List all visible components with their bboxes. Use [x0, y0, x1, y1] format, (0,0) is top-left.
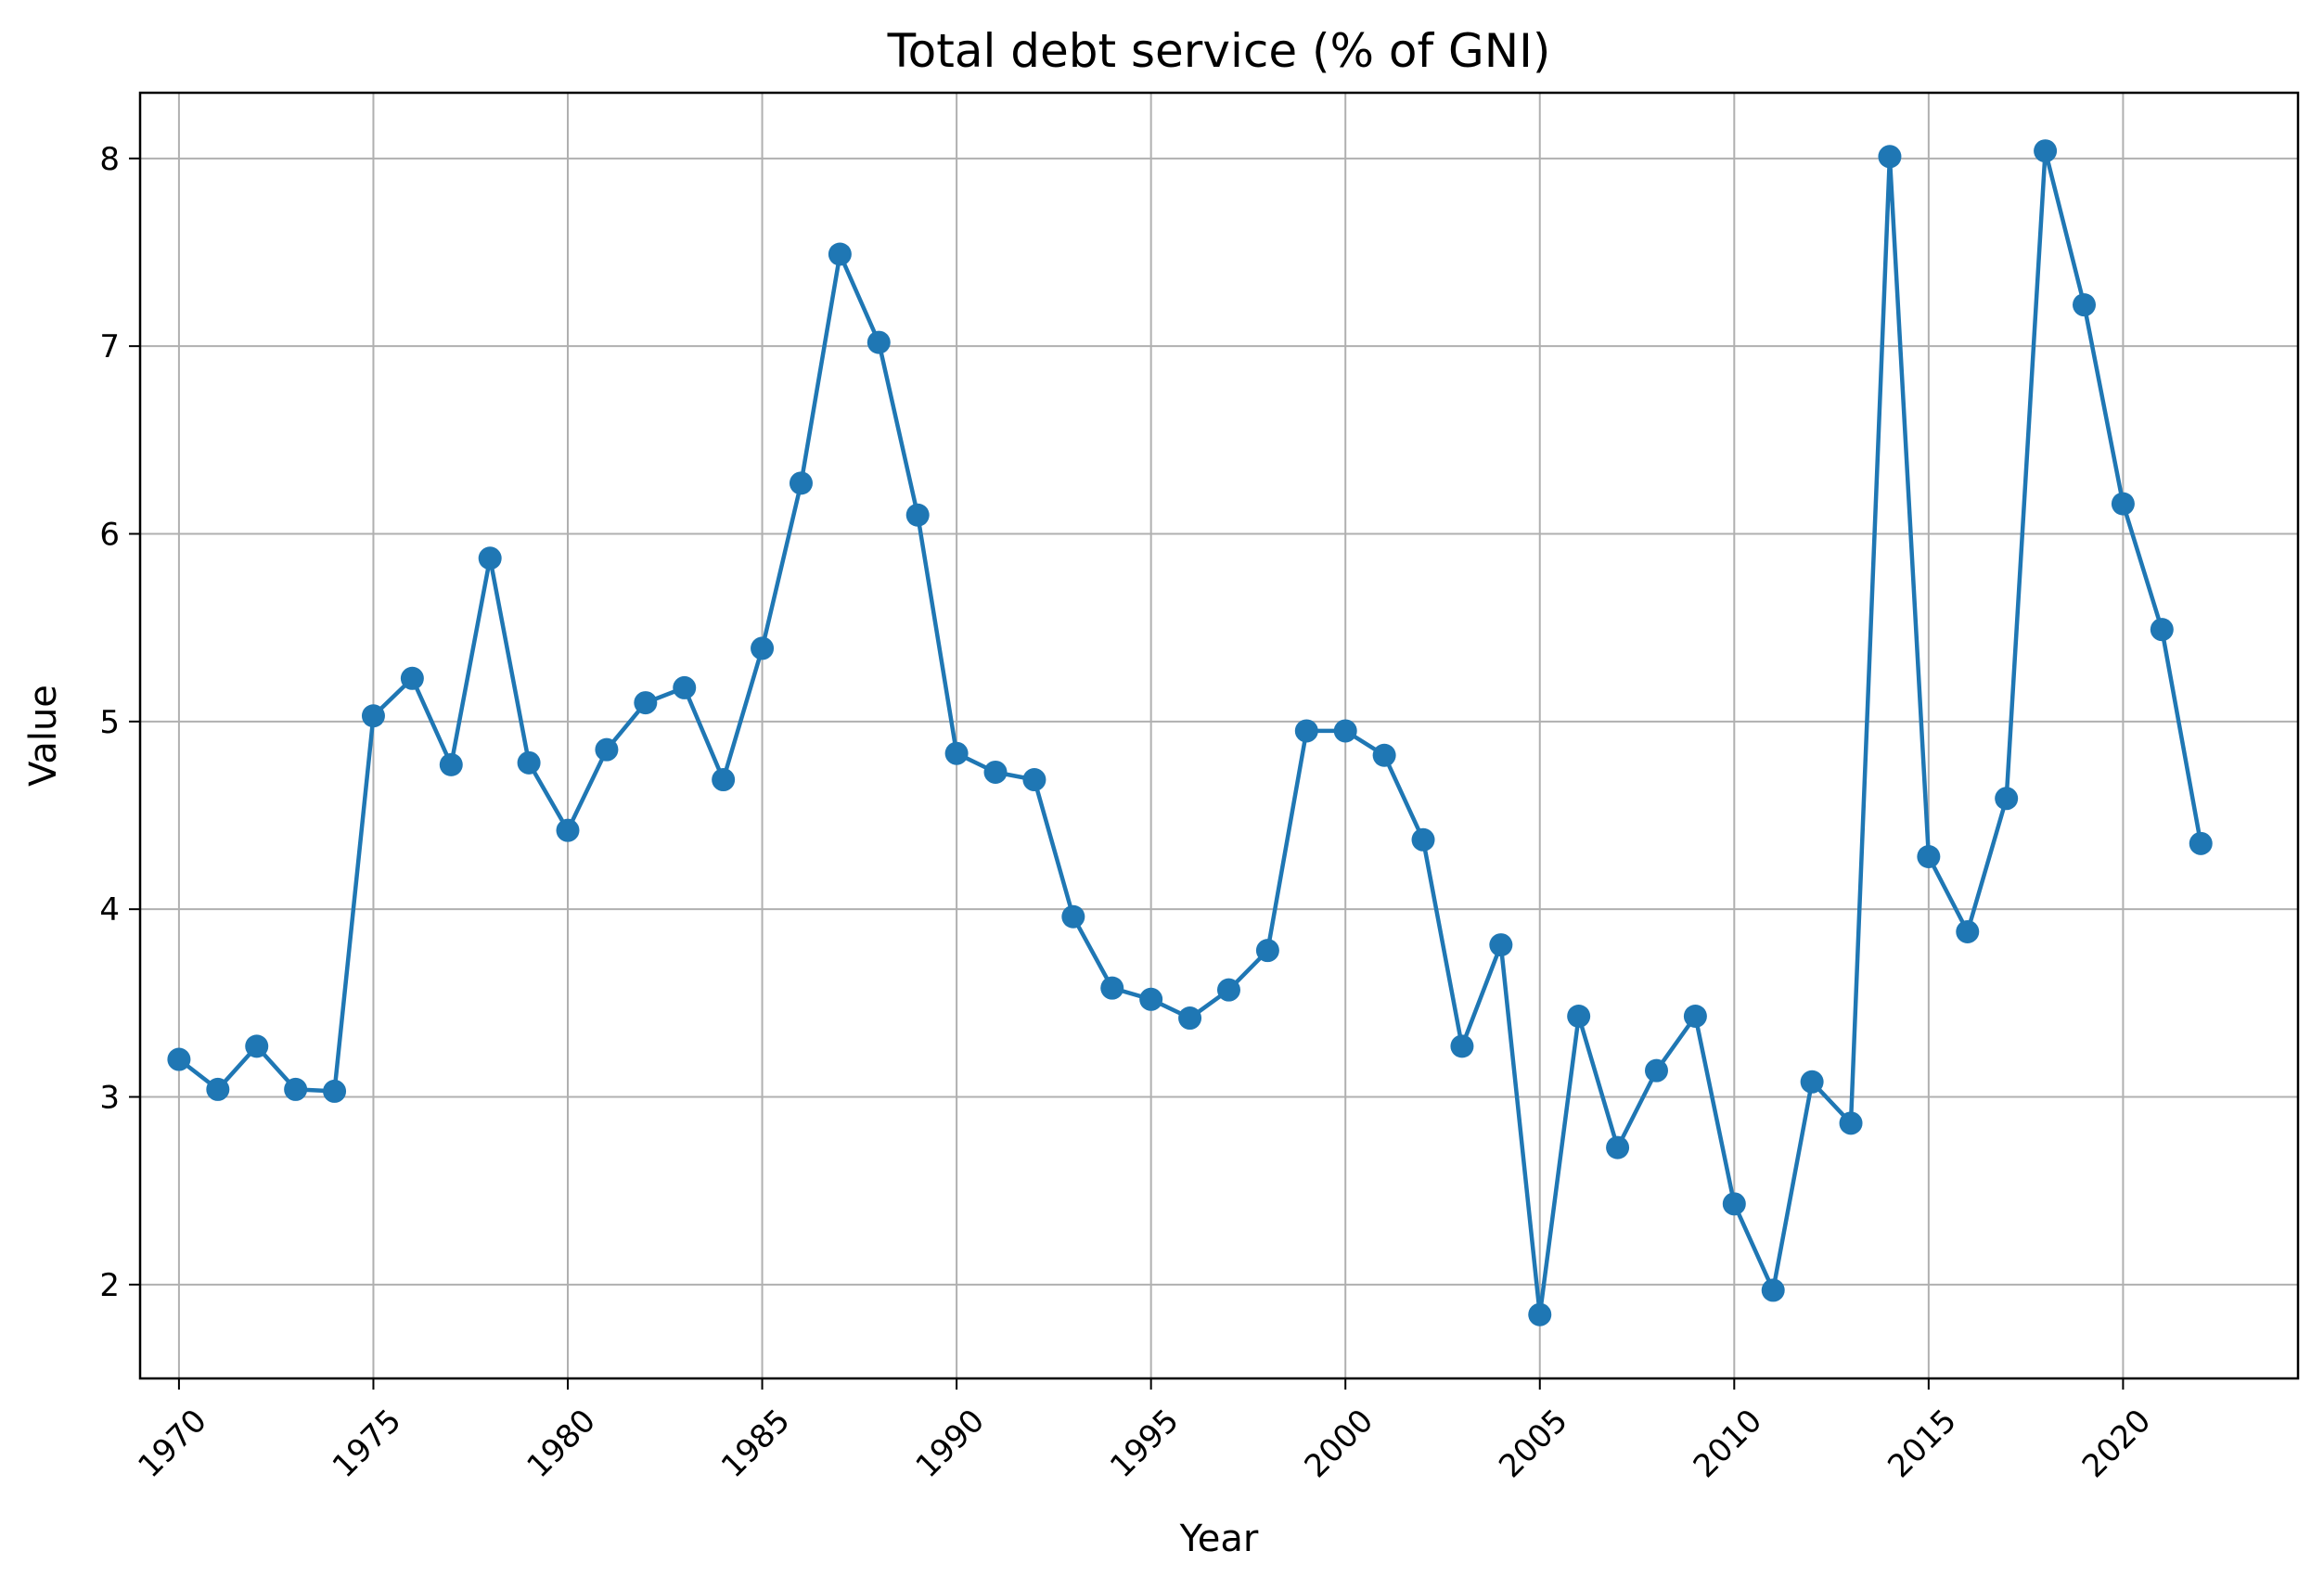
- data-point: [634, 691, 658, 715]
- data-point: [1022, 768, 1046, 792]
- y-tick-label: 5: [99, 704, 120, 741]
- y-tick-label: 8: [99, 141, 120, 178]
- plot-frame: [138, 91, 2300, 1380]
- y-axis-title: Value: [22, 685, 65, 787]
- data-point: [2189, 831, 2213, 855]
- data-point: [1606, 1135, 1630, 1160]
- data-point: [1372, 743, 1396, 767]
- data-series: [167, 139, 2213, 1326]
- y-tick-label: 3: [99, 1079, 120, 1116]
- data-point: [1528, 1302, 1552, 1326]
- data-point: [1567, 1004, 1591, 1028]
- data-point: [556, 818, 580, 842]
- data-point: [673, 675, 697, 699]
- data-point: [1489, 933, 1513, 957]
- data-point: [2072, 293, 2096, 317]
- data-point: [1761, 1278, 1785, 1302]
- data-point: [867, 330, 891, 354]
- data-point: [1255, 939, 1279, 963]
- data-point: [1450, 1034, 1474, 1058]
- data-point: [1411, 827, 1435, 852]
- x-axis-title: Year: [1179, 1518, 1259, 1560]
- data-point: [1139, 987, 1163, 1011]
- data-point: [751, 636, 775, 660]
- data-point: [517, 750, 541, 775]
- y-tick-label: 7: [99, 328, 120, 365]
- data-point: [167, 1047, 191, 1071]
- data-point: [284, 1077, 308, 1101]
- data-point: [439, 752, 463, 776]
- data-point: [1644, 1058, 1668, 1083]
- data-point: [1333, 719, 1357, 743]
- data-point: [595, 737, 619, 762]
- data-point: [1956, 919, 1980, 943]
- data-point: [1800, 1070, 1824, 1094]
- data-point: [245, 1034, 269, 1058]
- chart-title: Total debt service (% of GNI): [887, 24, 1551, 78]
- data-point: [712, 768, 736, 792]
- data-point: [1061, 904, 1085, 929]
- data-point: [1294, 719, 1318, 743]
- data-point: [1878, 145, 1902, 169]
- data-point: [2150, 618, 2174, 642]
- data-point: [789, 471, 813, 495]
- data-point: [2111, 492, 2135, 516]
- data-point: [1917, 845, 1941, 869]
- y-tick-label: 2: [99, 1267, 120, 1304]
- data-point: [828, 242, 852, 266]
- data-point: [1683, 1004, 1707, 1028]
- y-tick-label: 4: [99, 891, 120, 929]
- data-point: [323, 1079, 347, 1103]
- data-point: [983, 760, 1008, 784]
- data-point: [1216, 978, 1240, 1002]
- data-point: [361, 704, 385, 728]
- data-point: [1178, 1006, 1202, 1031]
- data-point: [905, 503, 930, 527]
- data-point: [1100, 976, 1124, 1000]
- data-point: [944, 741, 969, 765]
- y-tick-label: 6: [99, 516, 120, 553]
- data-point: [1995, 787, 2019, 811]
- data-point: [478, 546, 502, 570]
- gridlines: [140, 93, 2298, 1378]
- data-point: [400, 666, 424, 690]
- data-point: [1722, 1192, 1746, 1216]
- data-point: [206, 1077, 230, 1101]
- data-point: [2034, 139, 2058, 163]
- data-point: [1839, 1111, 1863, 1135]
